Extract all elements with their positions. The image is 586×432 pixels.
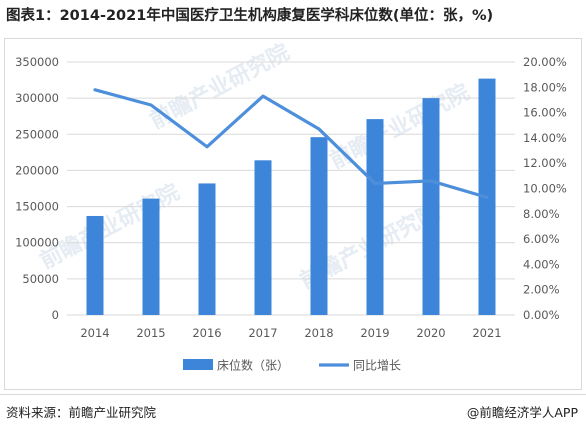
growth-line [93,88,489,199]
chart-title: 图表1：2014-2021年中国医疗卫生机构康复医学科床位数(单位：张，%) [6,8,494,24]
y-left-tick-label: 50000 [22,272,59,286]
x-tick-label: 2014 [80,326,109,340]
watermark-text: 前瞻产业研究院 [326,79,474,174]
y-left-tick-label: 250000 [15,127,59,141]
x-tick-label: 2017 [248,326,277,340]
legend-bar-label: 床位数（张） [217,358,289,373]
x-tick-label: 2015 [136,326,165,340]
line-series [93,88,489,199]
y-axis-left: 0 50000 100000 150000 200000 250000 300000 3500… [15,55,59,322]
watermark-text: 前瞻产业研究院 [146,39,294,134]
x-tick-label: 2016 [192,326,221,340]
y-left-tick-label: 0 [52,308,59,322]
legend-line-label: 同比增长 [353,359,401,373]
y-right-tick-label: 20.00% [523,55,567,69]
watermark-text: 前瞻产业研究院 [36,179,184,274]
legend[interactable]: 床位数（张） 同比增长 [183,358,401,373]
y-right-tick-label: 12.00% [523,156,567,170]
y-left-tick-label: 350000 [15,55,59,69]
x-tick-label: 2019 [360,326,389,340]
bar [422,98,440,315]
x-tick-label: 2021 [472,326,501,340]
bar [310,137,328,315]
bar [142,198,160,315]
x-tick-label: 2020 [416,326,445,340]
chart-frame: 前瞻产业研究院前瞻产业研究院前瞻产业研究院前瞻产业研究院 05000010000… [4,38,582,390]
y-right-tick-label: 14.00% [523,131,567,145]
bar [198,183,216,315]
gridlines [67,61,515,316]
bar [86,215,104,315]
y-right-tick-label: 2.00% [523,283,560,297]
y-left-tick-label: 200000 [15,163,59,177]
bar-series [86,78,496,315]
y-axis-right: 0.00% 2.00% 4.00% 6.00% 8.00% 10.00% 12.00% 14.… [523,55,567,322]
x-axis: 2014 2015 2016 2017 2018 2019 2020 2021 [80,326,501,340]
y-left-tick-label: 300000 [15,91,59,105]
credit-note: @前瞻经济学人APP [466,405,578,420]
y-left-tick-label: 100000 [15,236,59,250]
chart-svg: 前瞻产业研究院前瞻产业研究院前瞻产业研究院前瞻产业研究院 05000010000… [15,39,567,373]
bar [366,119,384,315]
y-left-tick-label: 150000 [15,200,59,214]
y-right-tick-label: 16.00% [523,106,567,120]
y-right-tick-label: 4.00% [523,257,560,271]
y-right-tick-label: 6.00% [523,232,560,246]
y-right-tick-label: 8.00% [523,207,560,221]
bar [254,160,272,315]
x-tick-label: 2018 [304,326,333,340]
y-right-tick-label: 0.00% [523,308,560,322]
legend-bar-swatch [183,359,213,370]
y-right-tick-label: 10.00% [523,182,567,196]
y-right-tick-label: 18.00% [523,80,567,94]
source-note: 资料来源：前瞻产业研究院 [6,405,157,420]
footer: 资料来源：前瞻产业研究院 @前瞻经济学人APP [0,394,586,432]
